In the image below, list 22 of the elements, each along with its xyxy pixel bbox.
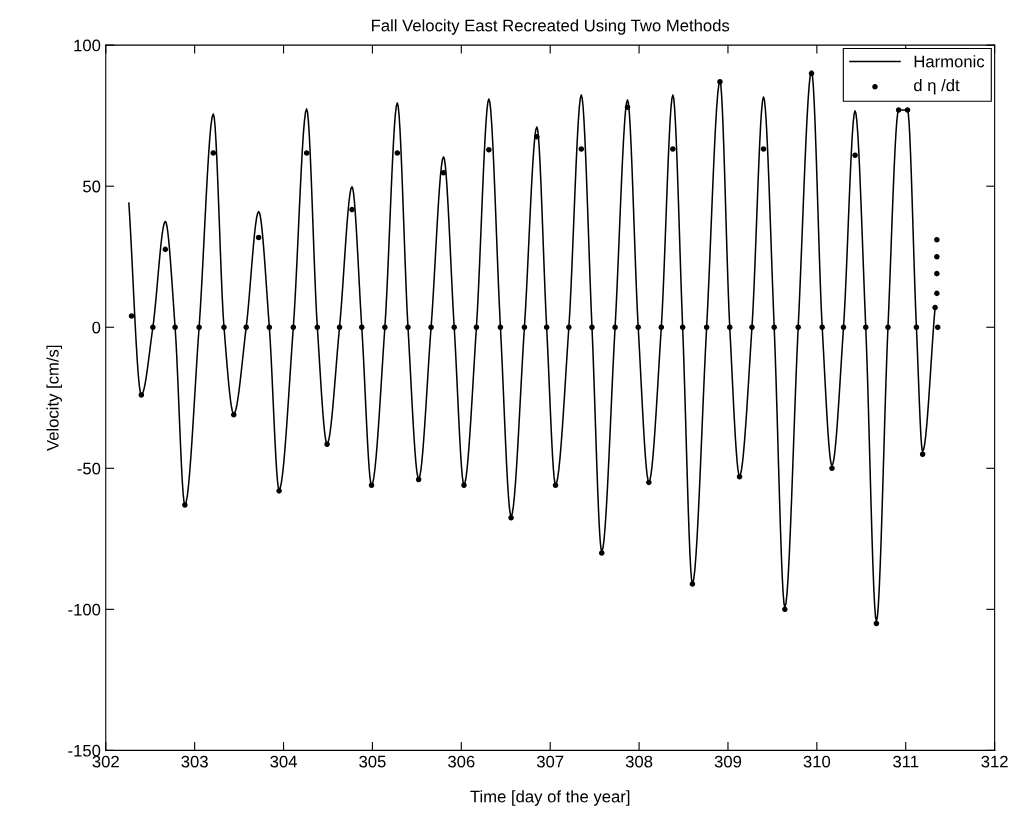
x-tick-label: 308 <box>625 755 653 768</box>
legend-label: d η /dt <box>914 79 960 95</box>
chart-title: Fall Velocity East Recreated Using Two Methods <box>372 19 730 35</box>
x-tick-label: 303 <box>181 755 208 768</box>
y-tick-label: -100 <box>68 603 101 616</box>
x-tick-label: 307 <box>536 755 564 768</box>
x-axis-title: Time [day of the year] <box>470 790 630 806</box>
x-tick-label: 310 <box>803 755 831 768</box>
x-tick-label: 309 <box>714 755 742 768</box>
legend-label: Harmonic <box>914 55 985 68</box>
y-tick-label: -50 <box>77 462 101 475</box>
y-tick-label: -150 <box>68 744 101 757</box>
y-tick-label: 50 <box>83 180 101 193</box>
x-tick-label: 306 <box>448 755 475 768</box>
y-axis-title: Velocity [cm/s] <box>46 345 62 451</box>
x-tick-label: 312 <box>981 755 1008 768</box>
x-tick-label: 311 <box>893 755 919 768</box>
x-tick-label: 305 <box>359 755 386 768</box>
y-tick-label: 100 <box>74 39 101 52</box>
x-tick-label: 304 <box>270 755 297 768</box>
y-tick-label: 0 <box>92 321 101 334</box>
x-tick-label: 302 <box>92 755 119 768</box>
